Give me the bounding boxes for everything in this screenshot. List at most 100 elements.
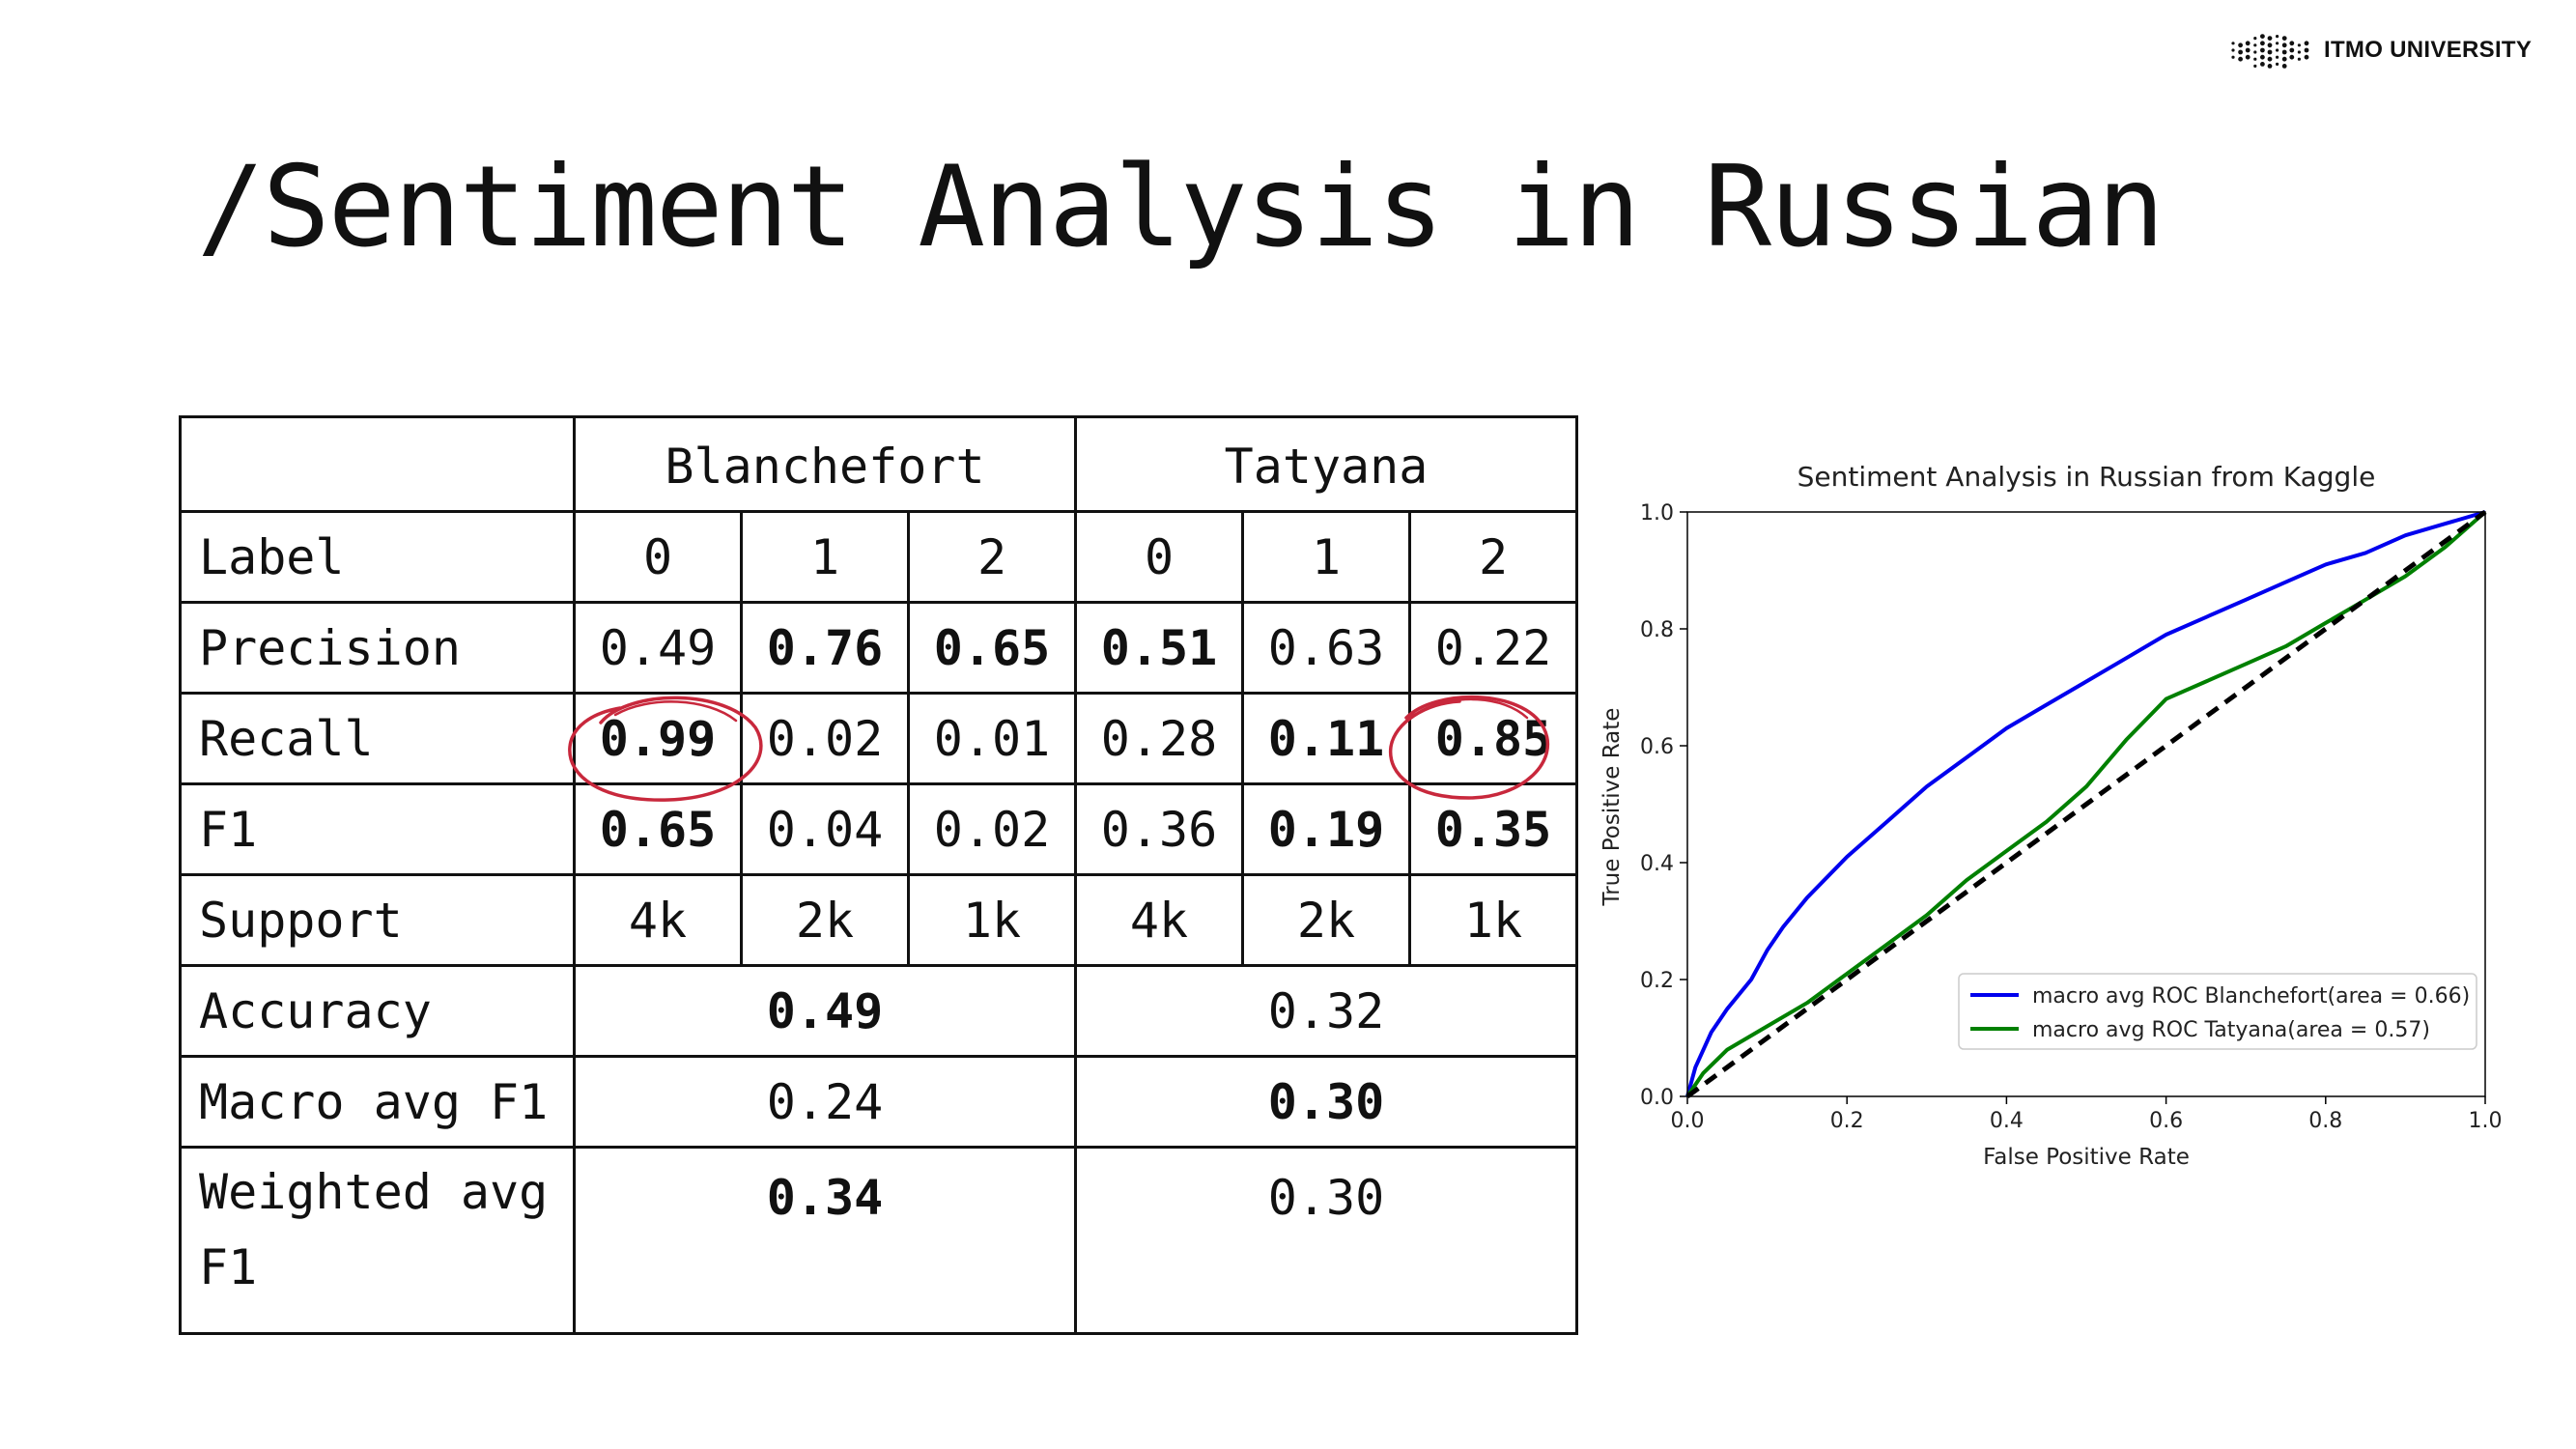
chart-title: Sentiment Analysis in Russian from Kaggl… bbox=[1798, 461, 2376, 493]
value-cell: 0.63 bbox=[1241, 601, 1411, 695]
roc-series-line-1 bbox=[1685, 510, 2486, 1097]
value-cell: 4k bbox=[1074, 873, 1244, 967]
logo-dot bbox=[2260, 54, 2265, 60]
table-group-header-row: Blanchefort Tatyana bbox=[179, 415, 1578, 513]
logo-dot bbox=[2238, 49, 2243, 55]
value-cell: 0.02 bbox=[740, 692, 910, 785]
logo-dot bbox=[2238, 43, 2243, 48]
slide-title: /Sentiment Analysis in Russian bbox=[197, 142, 2165, 272]
logo-dot bbox=[2231, 48, 2235, 52]
itmo-logo-icon bbox=[2231, 34, 2309, 69]
y-tick-label: 0.2 bbox=[1640, 969, 1674, 993]
logo-dot bbox=[2260, 41, 2265, 46]
y-axis-label: True Positive Rate bbox=[1599, 708, 1625, 907]
logo-dot bbox=[2267, 64, 2273, 69]
logo-dot bbox=[2289, 41, 2295, 46]
logo-dot bbox=[2253, 43, 2257, 47]
y-tick-label: 0.0 bbox=[1640, 1086, 1674, 1110]
row-header: Macro avg F1 bbox=[179, 1055, 576, 1149]
results-table: Blanchefort Tatyana Label 0 1 2 0 1 2 Pr… bbox=[179, 415, 1578, 1335]
logo-dot bbox=[2276, 62, 2279, 66]
logo-dot bbox=[2276, 55, 2279, 59]
roc-chart: Sentiment Analysis in Russian from Kaggl… bbox=[1599, 461, 2503, 1170]
plot-frame bbox=[1686, 511, 2486, 1097]
summary-cell-tatyana: 0.30 bbox=[1074, 1146, 1578, 1335]
x-tick-label: 0.8 bbox=[2308, 1109, 2342, 1133]
label-cell: 0 bbox=[1074, 510, 1244, 604]
x-tick-label: 0.0 bbox=[1671, 1109, 1705, 1133]
logo-dot bbox=[2245, 47, 2250, 53]
logo-dot bbox=[2231, 55, 2235, 59]
summary-cell-tatyana: 0.32 bbox=[1074, 964, 1578, 1058]
summary-cell-blanchefort: 0.49 bbox=[573, 964, 1077, 1058]
value-cell: 0.04 bbox=[740, 782, 910, 876]
value-cell: 0.36 bbox=[1074, 782, 1244, 876]
logo-dot bbox=[2253, 57, 2257, 61]
summary-cell-blanchefort: 0.34 bbox=[573, 1146, 1077, 1335]
value-cell: 0.11 bbox=[1241, 692, 1411, 785]
y-tick-label: 0.4 bbox=[1640, 852, 1674, 876]
value-cell: 2k bbox=[740, 873, 910, 967]
logo-dot bbox=[2260, 47, 2265, 53]
value-cell: 0.28 bbox=[1074, 692, 1244, 785]
legend-box bbox=[1958, 973, 2477, 1050]
value-cell: 4k bbox=[573, 873, 743, 967]
chart-legend: macro avg ROC Blanchefort(area = 0.66) ma… bbox=[1958, 973, 2477, 1050]
logo-dot bbox=[2304, 47, 2309, 53]
roc-series-line-2 bbox=[1685, 510, 2487, 1098]
row-header: F1 bbox=[179, 782, 576, 876]
value-cell: 0.02 bbox=[907, 782, 1077, 876]
x-tick-label: 1.0 bbox=[2469, 1109, 2503, 1133]
row-header: Label bbox=[179, 510, 576, 604]
value-cell: 0.19 bbox=[1241, 782, 1411, 876]
logo-dot bbox=[2267, 56, 2273, 62]
logo-dot bbox=[2253, 50, 2257, 54]
group-header-tatyana: Tatyana bbox=[1074, 415, 1578, 513]
table-row-f1: F1 0.65 0.04 0.02 0.36 0.19 0.35 bbox=[179, 782, 1578, 876]
logo-dot bbox=[2267, 49, 2273, 55]
y-tick-label: 1.0 bbox=[1640, 501, 1674, 526]
label-cell: 1 bbox=[1241, 510, 1411, 604]
legend-entry: macro avg ROC Tatyana(area = 0.57) bbox=[2032, 1018, 2430, 1042]
university-logo: ITMO UNIVERSITY bbox=[2229, 27, 2532, 73]
row-header: Accuracy bbox=[179, 964, 576, 1058]
logo-dot bbox=[2281, 64, 2287, 69]
logo-dot bbox=[2276, 48, 2279, 52]
value-cell: 0.01 bbox=[907, 692, 1077, 785]
table-row-weighted-avg-f1: Weighted avg F1 0.34 0.30 bbox=[179, 1146, 1578, 1335]
logo-dot bbox=[2289, 47, 2295, 53]
logo-dot bbox=[2253, 37, 2257, 41]
table-row-support: Support 4k 2k 1k 4k 2k 1k bbox=[179, 873, 1578, 967]
logo-dot bbox=[2276, 42, 2279, 45]
row-header: Precision bbox=[179, 601, 576, 695]
row-header: Support bbox=[179, 873, 576, 967]
logo-dot bbox=[2281, 36, 2287, 41]
value-cell: 0.49 bbox=[573, 601, 743, 695]
value-cell: 1k bbox=[907, 873, 1077, 967]
label-cell: 2 bbox=[907, 510, 1077, 604]
logo-dot bbox=[2297, 43, 2301, 47]
chance-diagonal-line bbox=[1685, 509, 2487, 1099]
y-tick-label: 0.6 bbox=[1640, 735, 1674, 759]
logo-dot bbox=[2253, 64, 2257, 68]
logo-dot bbox=[2297, 57, 2301, 61]
logo-dot bbox=[2231, 42, 2235, 45]
value-cell: 2k bbox=[1241, 873, 1411, 967]
logo-dot bbox=[2297, 50, 2301, 54]
value-cell: 0.76 bbox=[740, 601, 910, 695]
logo-dot bbox=[2289, 54, 2295, 60]
legend-entry: macro avg ROC Blanchefort(area = 0.66) bbox=[2032, 984, 2470, 1009]
logo-dot bbox=[2281, 43, 2287, 48]
summary-cell-blanchefort: 0.24 bbox=[573, 1055, 1077, 1149]
logo-dot bbox=[2245, 54, 2250, 60]
logo-dot bbox=[2304, 41, 2309, 46]
y-tick-label: 0.8 bbox=[1640, 618, 1674, 642]
x-tick-label: 0.6 bbox=[2149, 1109, 2183, 1133]
table-row-recall: Recall 0.99 0.02 0.01 0.28 0.11 0.85 bbox=[179, 692, 1578, 785]
label-cell: 2 bbox=[1408, 510, 1578, 604]
logo-text: ITMO UNIVERSITY bbox=[2324, 37, 2533, 63]
x-tick-label: 0.2 bbox=[1830, 1109, 1864, 1133]
value-cell: 0.65 bbox=[573, 782, 743, 876]
value-cell: 0.35 bbox=[1408, 782, 1578, 876]
plot-series bbox=[1685, 509, 2487, 1099]
